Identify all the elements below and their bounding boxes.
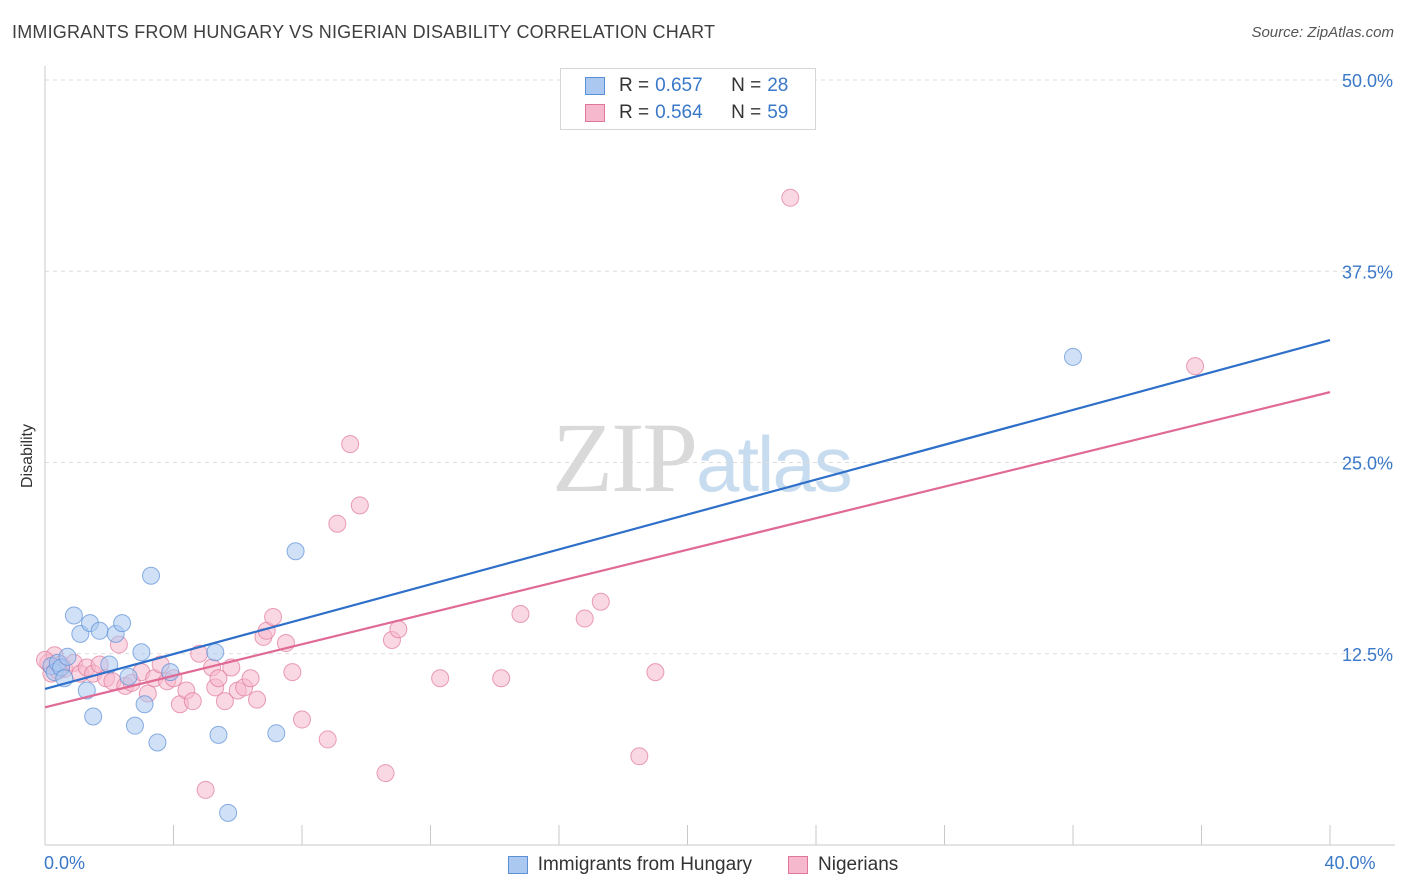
- nigerians-point: [511, 604, 530, 623]
- y-tick-label: 37.5%: [1342, 262, 1393, 282]
- nigerians-point: [328, 514, 347, 533]
- hungary-point: [209, 725, 228, 744]
- nigerians-point: [575, 609, 594, 628]
- hungary-point: [132, 643, 151, 662]
- nigerians-points: [36, 188, 1205, 799]
- series-legend: Immigrants from Hungary Nigerians: [0, 851, 1406, 879]
- nigerians-point: [646, 663, 665, 682]
- axes: [44, 66, 1395, 846]
- hungary-point: [64, 606, 83, 625]
- hungary-point: [84, 707, 103, 726]
- nigerians-point: [283, 663, 302, 682]
- correlation-legend: R = 0.657 N = 28 R = 0.564 N = 59: [560, 68, 816, 130]
- nigerians-point: [431, 669, 450, 688]
- r-value: 0.564: [655, 102, 703, 123]
- legend-label-nigerians: Nigerians: [818, 854, 899, 875]
- hungary-swatch: [585, 77, 605, 95]
- nigerians-point: [196, 780, 215, 799]
- legend-item-nigerians[interactable]: Nigerians: [788, 854, 898, 876]
- n-value: 59: [767, 102, 789, 123]
- nigerians-swatch: [585, 104, 605, 122]
- nigerians-trendline: [44, 391, 1331, 709]
- tick-labels: 12.5% 25.0% 37.5% 50.0% 0.0% 40.0%: [44, 71, 1393, 873]
- trendlines: [44, 339, 1331, 709]
- nigerians-point: [241, 669, 260, 688]
- n-label: N =: [731, 102, 762, 123]
- hungary-point: [219, 803, 238, 822]
- y-tick-label: 50.0%: [1342, 71, 1393, 91]
- legend-item-hungary[interactable]: Immigrants from Hungary: [507, 854, 753, 876]
- nigerians-point: [492, 669, 511, 688]
- r-label: R =: [619, 102, 650, 123]
- y-tick-label: 12.5%: [1342, 645, 1393, 665]
- nigerians-point: [591, 592, 610, 611]
- x-tick-label: 0.0%: [44, 853, 85, 873]
- hungary-point: [90, 621, 109, 640]
- y-tick-label: 25.0%: [1342, 454, 1393, 474]
- legend-row-nigerians: R = 0.564 N = 59: [585, 100, 833, 126]
- hungary-point: [1064, 347, 1082, 366]
- legend-label-hungary: Immigrants from Hungary: [537, 854, 753, 875]
- nigerians-legend-swatch: [788, 856, 809, 874]
- nigerians-point: [781, 188, 800, 207]
- hungary-point: [100, 655, 119, 674]
- r-value: 0.657: [655, 75, 703, 96]
- nigerians-point: [350, 496, 369, 515]
- hungary-point: [142, 566, 161, 585]
- nigerians-point: [341, 435, 360, 454]
- nigerians-point: [1186, 357, 1205, 376]
- hungary-point: [206, 643, 225, 662]
- hungary-point: [286, 542, 305, 561]
- hungary-points: [42, 347, 1082, 822]
- nigerians-point: [183, 692, 202, 711]
- hungary-point: [119, 667, 138, 686]
- nigerians-point: [630, 747, 649, 766]
- nigerians-point: [293, 710, 311, 729]
- nigerians-point: [389, 620, 408, 639]
- nigerians-point: [248, 690, 267, 709]
- hungary-point: [267, 724, 286, 743]
- nigerians-point: [215, 692, 234, 711]
- r-label: R =: [619, 75, 650, 96]
- n-value: 28: [767, 75, 789, 96]
- watermark-zip: ZIP: [552, 402, 698, 513]
- source-label: Source: ZipAtlas.com: [1251, 24, 1394, 41]
- hungary-point: [113, 614, 132, 633]
- legend-row-hungary: R = 0.657 N = 28: [585, 73, 833, 99]
- watermark-atlas: atlas: [696, 420, 853, 508]
- nigerians-point: [209, 669, 228, 688]
- watermark: ZIPatlas: [552, 400, 853, 515]
- x-tick-label: 40.0%: [1324, 853, 1375, 873]
- hungary-legend-swatch: [507, 856, 528, 874]
- n-label: N =: [731, 75, 762, 96]
- chart-title: IMMIGRANTS FROM HUNGARY VS NIGERIAN DISA…: [12, 22, 716, 42]
- nigerians-point: [264, 608, 283, 627]
- hungary-point: [148, 733, 167, 752]
- nigerians-point: [318, 730, 337, 749]
- hungary-point: [135, 695, 154, 714]
- hungary-trendline: [44, 339, 1331, 691]
- nigerians-point: [376, 764, 395, 783]
- hungary-point: [58, 647, 77, 666]
- hungary-point: [77, 681, 96, 700]
- y-axis-label: Disability: [19, 423, 36, 489]
- hungary-point: [125, 716, 144, 735]
